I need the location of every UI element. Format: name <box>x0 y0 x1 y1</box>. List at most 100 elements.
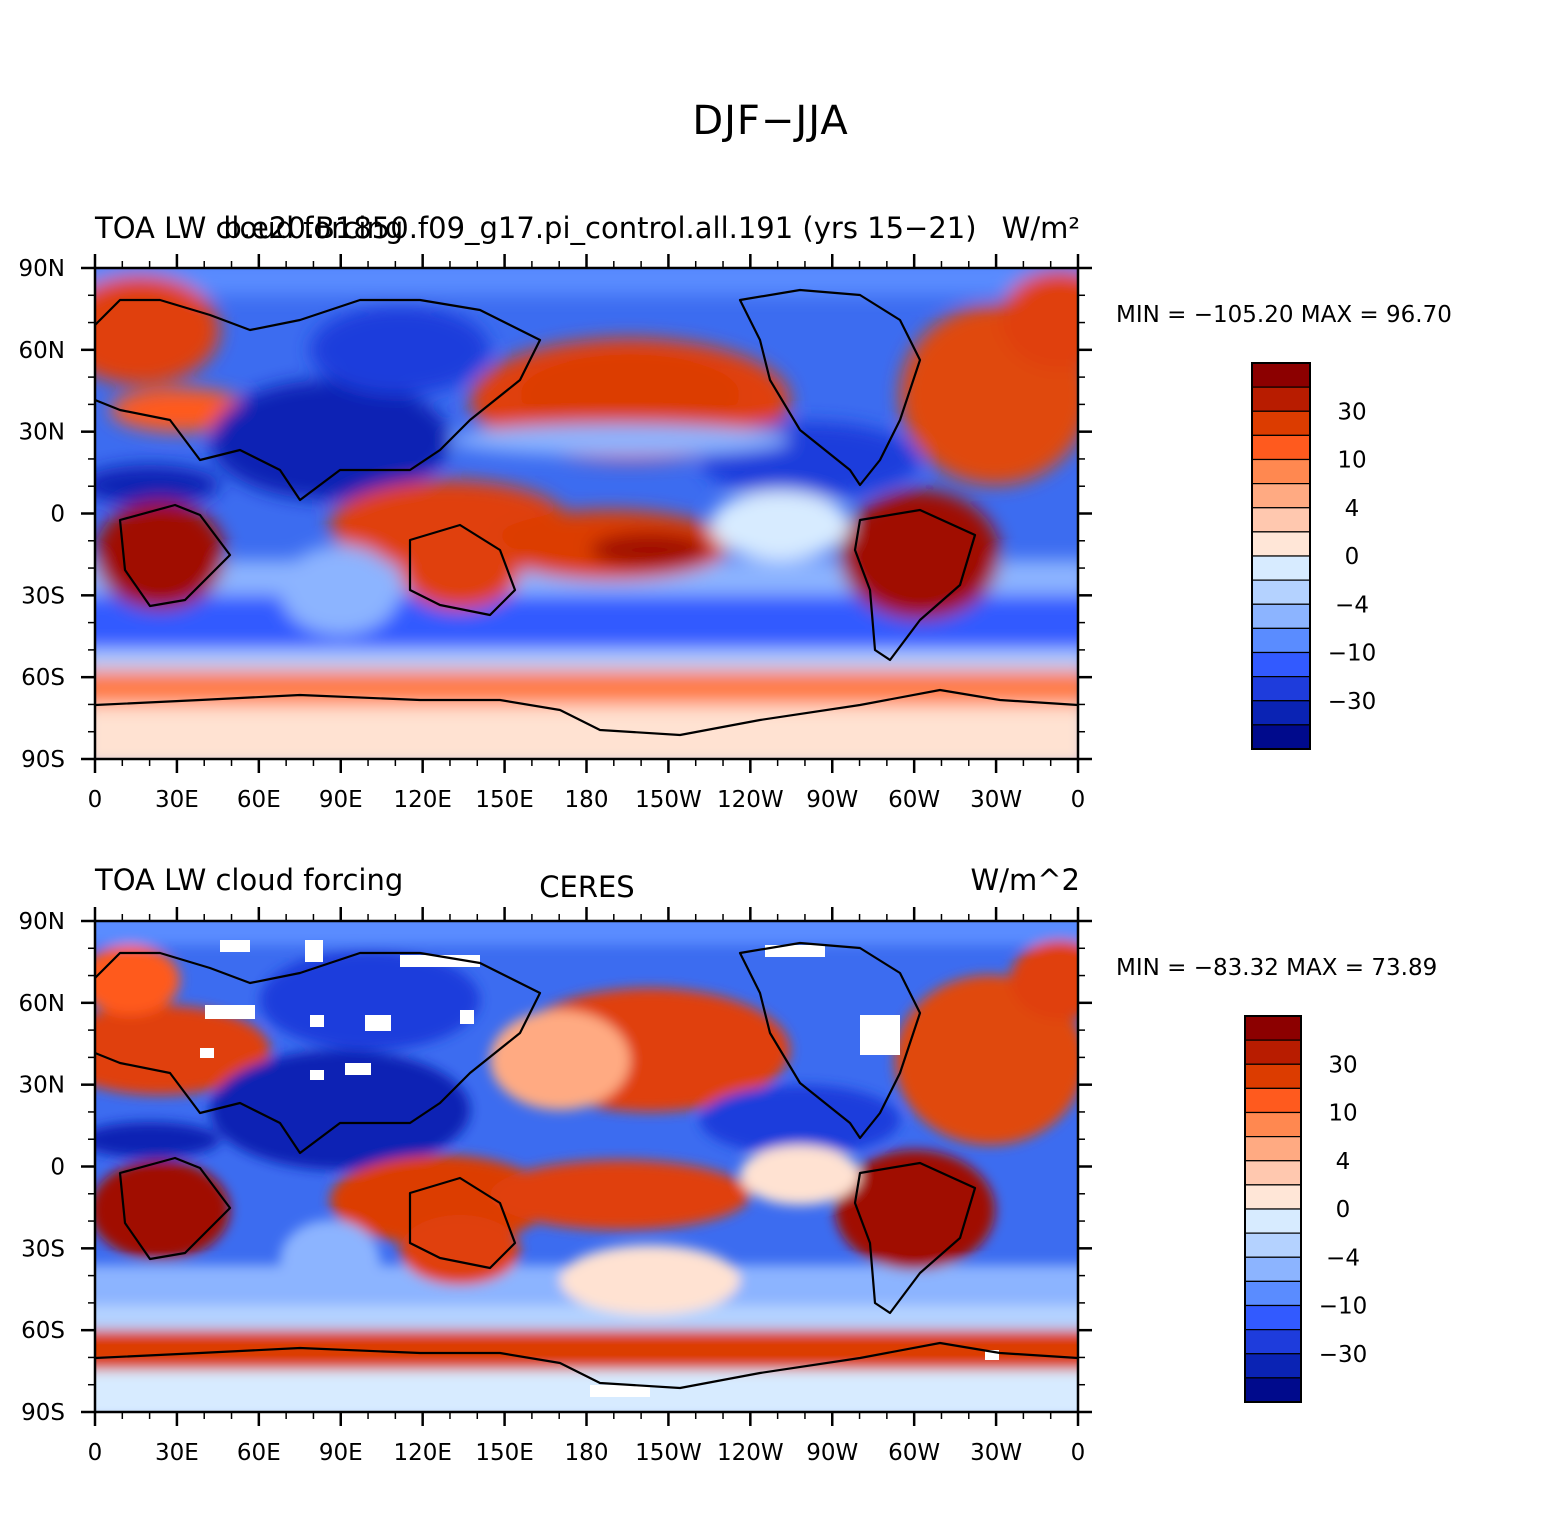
colorbar-label: −30 <box>1328 689 1377 715</box>
colorbar-label: 10 <box>1328 1101 1357 1127</box>
colorbar-frame <box>1251 362 1311 750</box>
colorbar-swatch <box>1251 724 1311 750</box>
colorbar-swatch <box>1244 1015 1302 1041</box>
y-tick-label: 90S <box>21 747 65 773</box>
colorbar-swatch <box>1244 1280 1302 1307</box>
colorbar-swatch <box>1244 1353 1302 1379</box>
colorbar-swatch <box>1244 1256 1302 1282</box>
colorbar-label: −30 <box>1319 1342 1368 1368</box>
y-tick-label: 0 <box>50 1155 65 1181</box>
x-tick-label: 180 <box>565 787 609 813</box>
x-axis-labels: 0 30E 60E 90E 120E 150E 180 150W 120W 90W 60W 30W 0 <box>88 787 1086 813</box>
y-tick-label: 30S <box>21 583 65 609</box>
x-tick-label: 90E <box>319 787 363 813</box>
colorbar-swatch <box>1251 483 1311 509</box>
map-field-obs <box>95 921 1078 1412</box>
x-tick-label: 0 <box>1071 787 1086 813</box>
colorbar-label: −10 <box>1319 1294 1368 1320</box>
y-tick-label: 60S <box>21 1318 65 1344</box>
colorbar-swatch <box>1251 579 1311 605</box>
x-tick-label: 90W <box>806 1440 858 1466</box>
min-max-stats: MIN = −105.20 MAX = 96.70 <box>1116 302 1452 328</box>
panel-title-left: TOA LW cloud forcing <box>94 211 403 245</box>
x-tick-label: 180 <box>565 1440 609 1466</box>
x-tick-label: 60E <box>237 787 281 813</box>
x-tick-label: 30W <box>970 1440 1022 1466</box>
x-tick-label: 0 <box>1071 1440 1086 1466</box>
x-tick-label: 30E <box>155 787 199 813</box>
colorbar-label: 0 <box>1336 1197 1351 1223</box>
colorbar-swatch <box>1244 1039 1302 1065</box>
y-axis-labels: 90N 60N 30N 0 30S 60S 90S <box>19 909 65 1426</box>
colorbar-swatch <box>1251 386 1311 412</box>
x-tick-label: 150W <box>635 1440 702 1466</box>
x-tick-label: 120W <box>717 1440 784 1466</box>
panel-title-left: TOA LW cloud forcing <box>94 863 403 897</box>
x-tick-label: 120W <box>717 787 784 813</box>
colorbar-swatch <box>1251 555 1311 581</box>
y-tick-label: 90N <box>19 909 65 935</box>
colorbar-label: 30 <box>1337 399 1366 425</box>
x-tick-label: 60E <box>237 1440 281 1466</box>
x-tick-label: 150W <box>635 787 702 813</box>
panel-obs: 0 30E 60E 90E 120E 150E 180 150W 120W 90W 60W 30W 0 … <box>19 863 1438 1466</box>
colorbar-label: 4 <box>1345 496 1360 522</box>
panel-model: 0 30E 60E 90E 120E 150E 180 150W 120W 90W 60W 30W 0 … <box>19 211 1452 813</box>
x-tick-label: 0 <box>88 787 103 813</box>
axis-ticks <box>81 907 1092 1426</box>
y-tick-label: 30N <box>19 1073 65 1099</box>
colorbar-swatch <box>1244 1184 1302 1210</box>
y-tick-label: 30S <box>21 1236 65 1262</box>
x-tick-label: 30W <box>970 787 1022 813</box>
y-tick-label: 30N <box>19 420 65 446</box>
colorbar-swatch <box>1251 700 1311 726</box>
colorbar-swatch <box>1244 1232 1302 1258</box>
colorbar-swatch <box>1251 507 1311 533</box>
colorbar-swatch <box>1244 1208 1302 1234</box>
colorbar-swatch <box>1244 1063 1302 1089</box>
colorbar-label: −10 <box>1328 641 1377 667</box>
y-tick-label: 0 <box>50 502 65 528</box>
panel-title-right: W/m² <box>1002 211 1080 245</box>
colorbar-label: −4 <box>1326 1245 1360 1271</box>
x-tick-label: 150E <box>475 1440 533 1466</box>
colorbar-swatch <box>1244 1111 1302 1138</box>
panel-title-center: CERES <box>539 870 634 904</box>
x-tick-label: 0 <box>88 1440 103 1466</box>
x-tick-label: 60W <box>888 1440 940 1466</box>
colorbar-swatch <box>1251 651 1311 678</box>
panel-title-right: W/m^2 <box>971 863 1080 897</box>
colorbar-swatch <box>1244 1377 1302 1403</box>
colorbar-label: 30 <box>1328 1052 1357 1078</box>
page-title: DJF−JJA <box>692 98 849 144</box>
y-tick-label: 90S <box>21 1400 65 1426</box>
panel-title-center: b.e20.B1850.f09_g17.pi_control.all.191 (… <box>223 211 976 245</box>
axis-ticks <box>81 254 1092 773</box>
colorbar-swatch <box>1244 1160 1302 1186</box>
y-tick-label: 90N <box>19 256 65 282</box>
colorbar-swatch <box>1244 1329 1302 1355</box>
min-max-stats: MIN = −83.32 MAX = 73.89 <box>1116 955 1437 981</box>
colorbar-frame <box>1244 1015 1302 1403</box>
colorbar-label: 4 <box>1336 1149 1351 1175</box>
x-axis-labels: 0 30E 60E 90E 120E 150E 180 150W 120W 90W 60W 30W 0 <box>88 1440 1086 1466</box>
colorbar-swatch <box>1251 362 1311 388</box>
colorbar: 30 10 4 0 −4 −10 −30 <box>1251 362 1377 750</box>
x-tick-label: 150E <box>475 787 533 813</box>
colorbar-swatch <box>1251 531 1311 557</box>
colorbar-swatch <box>1251 410 1311 436</box>
x-tick-label: 90W <box>806 787 858 813</box>
colorbar-swatch <box>1244 1304 1302 1331</box>
x-tick-label: 30E <box>155 1440 199 1466</box>
y-axis-labels: 90N 60N 30N 0 30S 60S 90S <box>19 256 65 773</box>
y-tick-label: 60N <box>19 338 65 364</box>
colorbar: 30 10 4 0 −4 −10 −30 <box>1244 1015 1368 1403</box>
colorbar-label: 10 <box>1337 448 1366 474</box>
x-tick-label: 120E <box>393 1440 451 1466</box>
map-field-model <box>95 268 1078 759</box>
colorbar-swatch <box>1251 458 1311 485</box>
colorbar-label: −4 <box>1335 592 1369 618</box>
y-tick-label: 60N <box>19 991 65 1017</box>
colorbar-label: 0 <box>1345 544 1360 570</box>
